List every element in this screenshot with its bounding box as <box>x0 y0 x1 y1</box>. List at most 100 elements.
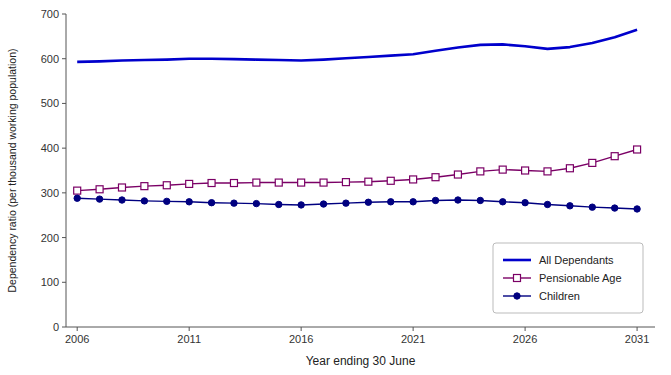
point <box>477 168 484 175</box>
legend-swatch <box>503 259 531 262</box>
point <box>522 199 528 205</box>
x-tick <box>77 327 78 331</box>
point <box>611 153 618 160</box>
point <box>275 179 282 186</box>
y-tick-label: 200 <box>41 232 59 244</box>
point <box>634 146 641 153</box>
point <box>74 195 80 201</box>
legend-marker <box>514 275 521 282</box>
chart: 2006201120162021202620310100200300400500… <box>0 0 671 375</box>
legend-label: Children <box>539 290 580 302</box>
point <box>276 201 282 207</box>
x-tick <box>637 327 638 331</box>
point <box>634 206 640 212</box>
series-line <box>77 149 637 190</box>
y-tick <box>62 103 66 104</box>
point <box>544 168 551 175</box>
y-tick-label: 300 <box>41 187 59 199</box>
y-tick-label: 100 <box>41 276 59 288</box>
series-line <box>77 30 637 62</box>
point <box>454 171 461 178</box>
point <box>320 179 327 186</box>
series <box>74 195 640 212</box>
y-tick-label: 500 <box>41 97 59 109</box>
legend-box <box>493 243 643 313</box>
y-tick <box>62 282 66 283</box>
y-tick-label: 600 <box>41 53 59 65</box>
series <box>74 146 641 194</box>
point <box>343 200 349 206</box>
x-tick-label: 2031 <box>625 333 649 345</box>
plot-area <box>74 30 641 213</box>
y-axis-line <box>66 14 67 327</box>
point <box>500 199 506 205</box>
point <box>74 187 81 194</box>
point <box>566 165 573 172</box>
x-tick-label: 2021 <box>401 333 425 345</box>
y-tick <box>62 148 66 149</box>
point <box>365 178 372 185</box>
point <box>231 200 237 206</box>
point <box>186 199 192 205</box>
point <box>141 198 147 204</box>
point <box>208 180 215 187</box>
point <box>387 177 394 184</box>
x-tick-label: 2016 <box>289 333 313 345</box>
point <box>410 199 416 205</box>
y-tick <box>62 58 66 59</box>
point <box>589 159 596 166</box>
axes: 2006201120162021202620310100200300400500… <box>41 8 655 345</box>
x-tick <box>413 327 414 331</box>
x-tick <box>189 327 190 331</box>
point <box>119 197 125 203</box>
point <box>499 166 506 173</box>
y-tick <box>62 14 66 15</box>
point <box>388 199 394 205</box>
x-tick <box>301 327 302 331</box>
point <box>365 199 371 205</box>
point <box>477 197 483 203</box>
point <box>253 200 259 206</box>
point <box>455 197 461 203</box>
point <box>163 182 170 189</box>
point <box>164 198 170 204</box>
x-tick-label: 2011 <box>177 333 201 345</box>
y-tick-label: 700 <box>41 8 59 20</box>
point <box>118 184 125 191</box>
y-axis-label: Dependency ratio (per thousand working p… <box>6 49 18 293</box>
point <box>410 176 417 183</box>
legend-label: All Dependants <box>539 254 614 266</box>
point <box>567 203 573 209</box>
point <box>320 201 326 207</box>
point <box>96 196 102 202</box>
point <box>186 180 193 187</box>
point <box>298 202 304 208</box>
x-tick-label: 2026 <box>513 333 537 345</box>
point <box>230 180 237 187</box>
y-tick <box>62 237 66 238</box>
y-tick <box>62 192 66 193</box>
point <box>544 201 550 207</box>
series <box>77 30 637 62</box>
legend: All Dependants Pensionable Age Children <box>493 243 643 313</box>
y-tick <box>62 327 66 328</box>
x-axis-label: Year ending 30 June <box>306 354 416 368</box>
point <box>141 183 148 190</box>
y-tick-label: 400 <box>41 142 59 154</box>
point <box>253 179 260 186</box>
x-tick <box>525 327 526 331</box>
point <box>208 199 214 205</box>
y-tick-label: 0 <box>53 321 59 333</box>
x-axis-line <box>66 327 655 328</box>
point <box>611 205 617 211</box>
point <box>298 179 305 186</box>
legend-label: Pensionable Age <box>539 272 622 284</box>
point <box>589 204 595 210</box>
point <box>432 197 438 203</box>
legend-marker <box>514 293 520 299</box>
point <box>96 186 103 193</box>
series-line <box>77 198 637 209</box>
point <box>522 167 529 174</box>
point <box>432 174 439 181</box>
point <box>342 179 349 186</box>
